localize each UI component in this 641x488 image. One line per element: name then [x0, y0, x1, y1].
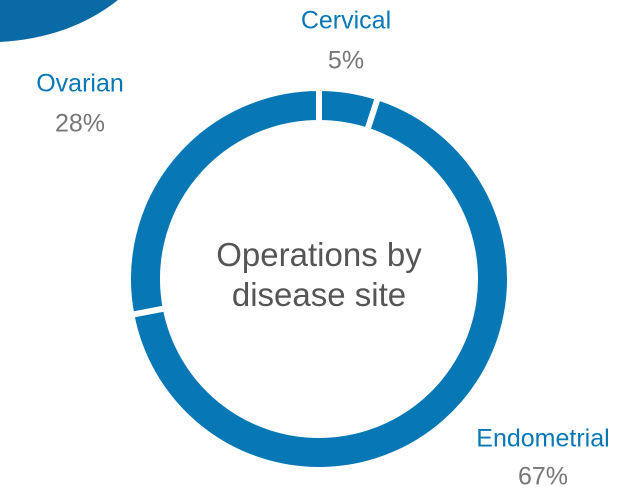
segment-label: Ovarian: [36, 70, 124, 98]
segment-value: 5%: [328, 47, 364, 75]
segment-value: 67%: [518, 463, 568, 488]
segment-label: Endometrial: [476, 425, 609, 453]
donut-segment: [127, 93, 513, 473]
corner-decoration: [0, 0, 118, 42]
donut-segment: [125, 84, 322, 319]
segment-value: 28%: [55, 110, 105, 138]
segment-label: Cervical: [301, 7, 391, 35]
center-label: Operations by disease site: [216, 236, 422, 313]
